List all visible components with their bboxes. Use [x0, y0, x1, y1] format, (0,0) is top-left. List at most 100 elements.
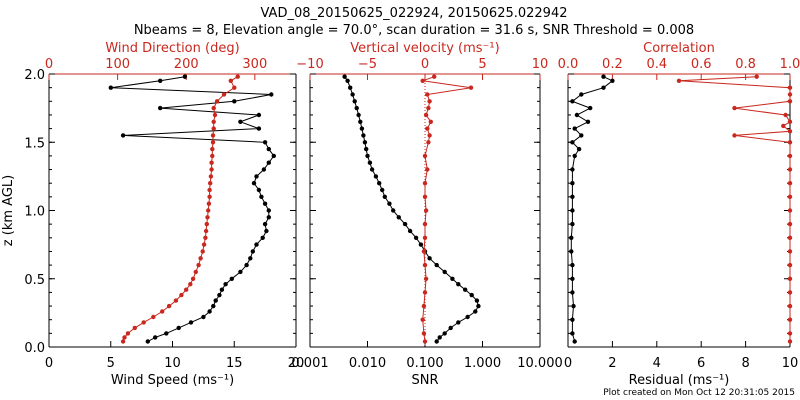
- data-point: [423, 276, 429, 281]
- y-tick-label: 0.5: [24, 273, 45, 288]
- data-point: [354, 105, 359, 111]
- x-tick-label: 10: [164, 356, 181, 371]
- data-point: [422, 262, 428, 268]
- data-point: [184, 287, 189, 292]
- data-point: [211, 303, 216, 309]
- series-line-2: [678, 76, 792, 342]
- data-point: [345, 78, 350, 84]
- top-tick-label: −10: [296, 57, 323, 72]
- data-point: [465, 314, 470, 320]
- data-point: [570, 181, 575, 186]
- data-point: [196, 262, 201, 268]
- data-point: [244, 262, 249, 268]
- data-point: [223, 282, 228, 287]
- data-point: [427, 256, 432, 261]
- data-point: [787, 235, 793, 240]
- data-point: [423, 208, 429, 213]
- data-point: [266, 208, 271, 213]
- data-point: [588, 105, 593, 111]
- x-tick-label: 0: [45, 356, 53, 371]
- data-point: [422, 221, 428, 227]
- data-point: [261, 167, 267, 172]
- data-point: [373, 174, 379, 179]
- x-tick-label: 1.000: [464, 356, 501, 371]
- data-point: [214, 99, 220, 104]
- data-point: [352, 99, 357, 104]
- data-point: [442, 331, 447, 336]
- data-point: [787, 129, 793, 134]
- data-point: [151, 314, 156, 320]
- data-point: [365, 153, 370, 159]
- data-point: [132, 325, 137, 331]
- data-point: [413, 235, 419, 240]
- data-point: [217, 292, 222, 298]
- data-point: [350, 92, 355, 97]
- data-point: [421, 249, 427, 254]
- data-point: [342, 74, 347, 79]
- data-point: [348, 85, 353, 90]
- data-point: [207, 309, 212, 314]
- top-axis-label: Correlation: [643, 41, 715, 56]
- data-point: [361, 133, 366, 138]
- data-point: [358, 119, 363, 125]
- data-point: [579, 133, 584, 138]
- data-point: [166, 303, 172, 309]
- top-tick-label: 0.6: [691, 57, 712, 72]
- top-axis-label: Vertical velocity (ms⁻¹): [350, 41, 499, 56]
- data-point: [356, 112, 361, 118]
- data-point: [428, 119, 433, 125]
- data-point: [120, 339, 126, 344]
- data-point: [203, 228, 209, 234]
- top-tick-label: −5: [358, 57, 377, 72]
- data-point: [207, 187, 212, 193]
- data-point: [570, 221, 575, 227]
- data-point: [570, 140, 575, 145]
- data-point: [570, 194, 575, 199]
- data-point: [208, 181, 213, 186]
- x-tick-label: 15: [226, 356, 243, 371]
- data-point: [421, 303, 427, 309]
- data-point: [448, 325, 453, 331]
- data-point: [787, 181, 793, 186]
- data-point: [176, 325, 181, 331]
- data-point: [201, 314, 206, 320]
- data-point: [264, 228, 269, 234]
- series-line-2: [122, 76, 238, 342]
- data-point: [212, 112, 218, 118]
- data-point: [572, 153, 577, 159]
- data-point: [391, 208, 396, 213]
- top-tick-label: 0.2: [602, 57, 623, 72]
- data-point: [201, 242, 207, 247]
- data-point: [427, 133, 432, 138]
- x-tick-label: 10.000: [517, 356, 563, 371]
- x-tick-label: 6: [697, 356, 705, 371]
- data-point: [787, 317, 793, 322]
- data-point: [407, 228, 413, 234]
- data-point: [476, 303, 481, 309]
- x-tick-label: 5: [107, 356, 115, 371]
- data-point: [442, 269, 447, 275]
- data-point: [434, 262, 439, 268]
- data-point: [754, 74, 759, 79]
- data-point: [787, 99, 793, 104]
- data-point: [450, 276, 455, 281]
- data-point: [198, 256, 203, 261]
- data-point: [676, 78, 682, 84]
- data-point: [402, 221, 408, 227]
- data-point: [570, 167, 575, 172]
- data-point: [377, 181, 382, 186]
- data-point: [158, 105, 163, 111]
- data-point: [426, 140, 431, 145]
- top-tick-label: 0.8: [735, 57, 756, 72]
- data-point: [182, 74, 188, 79]
- data-point: [781, 123, 786, 129]
- data-point: [570, 290, 575, 295]
- data-point: [421, 331, 427, 336]
- data-point: [610, 78, 615, 84]
- data-point: [787, 303, 793, 309]
- data-point: [193, 269, 198, 275]
- data-point: [262, 221, 268, 227]
- data-point: [248, 256, 253, 261]
- data-point: [158, 78, 163, 84]
- data-point: [787, 153, 793, 159]
